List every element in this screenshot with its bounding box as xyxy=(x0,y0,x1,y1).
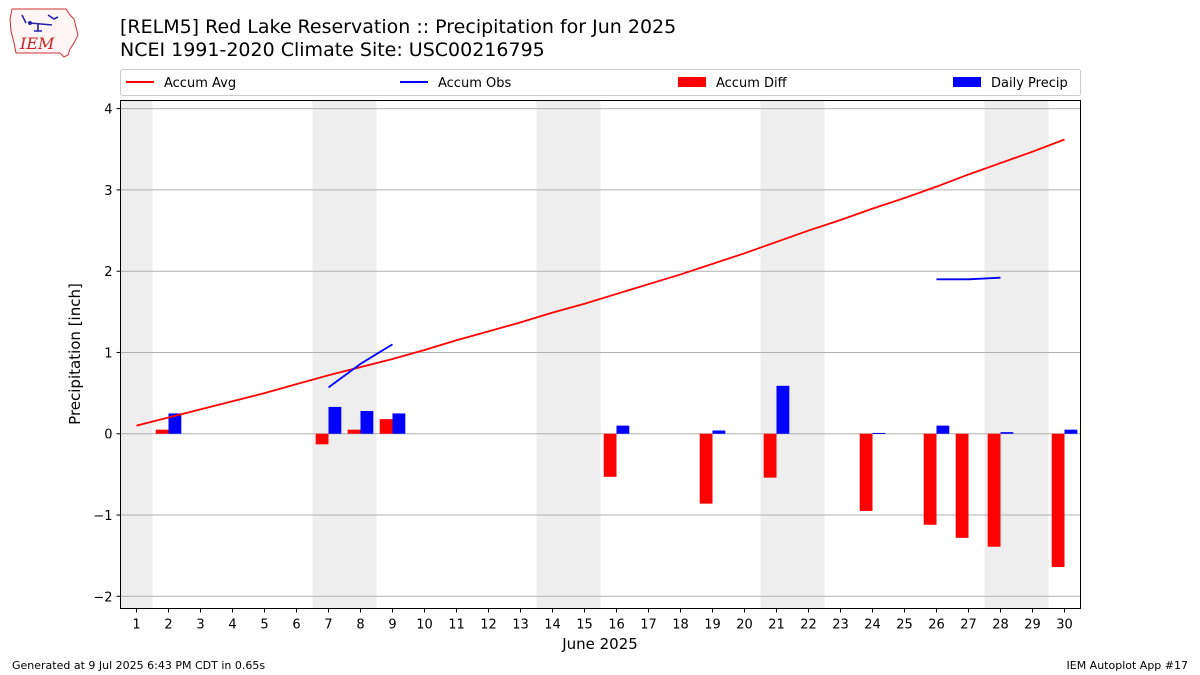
y-axis-ticks: −2 −1 0 1 2 3 4 xyxy=(93,103,121,605)
y-tick-label: 1 xyxy=(104,346,112,361)
x-tick-label: 21 xyxy=(768,618,785,633)
y-tick-label: 0 xyxy=(104,428,112,443)
accum-diff-bar xyxy=(859,433,873,511)
legend-swatch-accum-diff xyxy=(678,77,706,87)
x-tick-label: 19 xyxy=(704,618,721,633)
footer-generated-text: Generated at 9 Jul 2025 6:43 PM CDT in 0… xyxy=(12,659,266,672)
weekend-shade-day-21 xyxy=(760,100,793,609)
x-axis-label: June 2025 xyxy=(561,635,638,653)
legend-swatch-daily-precip xyxy=(953,77,981,87)
daily-precip-bar xyxy=(360,410,374,434)
weekend-shade-day-1 xyxy=(120,100,153,609)
accum-diff-bar xyxy=(603,433,617,477)
x-tick-label: 20 xyxy=(736,618,753,633)
legend-label-accum-diff: Accum Diff xyxy=(716,76,788,91)
weekend-shading xyxy=(120,100,1049,609)
y-tick-label: 3 xyxy=(104,184,112,199)
accum-diff-bar xyxy=(1051,433,1065,568)
x-tick-label: 14 xyxy=(544,618,561,633)
x-tick-label: 2 xyxy=(164,618,172,633)
y-axis-label: Precipitation [inch] xyxy=(66,283,84,425)
weekend-shade-day-22 xyxy=(792,100,825,609)
footer-app-text: IEM Autoplot App #17 xyxy=(1066,659,1189,672)
accum-diff-bar xyxy=(987,433,1001,547)
x-tick-label: 12 xyxy=(480,618,497,633)
plot-frame xyxy=(120,100,1081,609)
daily-precip-bar xyxy=(616,425,630,434)
x-tick-label: 9 xyxy=(388,618,396,633)
x-tick-label: 4 xyxy=(228,618,236,633)
weekend-shade-day-29 xyxy=(1016,100,1049,609)
accum-diff-bar xyxy=(923,433,937,525)
accum-obs-line xyxy=(936,276,1001,281)
weather-station-icon xyxy=(21,14,59,32)
daily-precip-bar xyxy=(1064,429,1078,434)
x-tick-label: 10 xyxy=(416,618,433,633)
line-series xyxy=(136,138,1065,427)
x-tick-label: 29 xyxy=(1024,618,1041,633)
accum-diff-bar xyxy=(347,429,361,434)
daily-precip-bar xyxy=(936,425,950,434)
x-tick-label: 7 xyxy=(324,618,332,633)
daily-precip-bar xyxy=(872,432,886,434)
legend-box xyxy=(120,69,1081,96)
daily-precip-bar xyxy=(1000,432,1014,434)
legend-label-accum-obs: Accum Obs xyxy=(438,76,511,91)
chart-title-line1: [RELM5] Red Lake Reservation :: Precipit… xyxy=(120,16,677,38)
x-tick-label: 18 xyxy=(672,618,689,633)
accum-diff-bar xyxy=(379,419,393,434)
x-tick-label: 24 xyxy=(864,618,881,633)
accum-diff-bar xyxy=(763,433,777,478)
iem-logo: IEM xyxy=(9,8,79,58)
accum-diff-bar xyxy=(955,433,969,538)
weekend-shade-day-15 xyxy=(568,100,601,609)
x-tick-label: 25 xyxy=(896,618,913,633)
legend: Accum Avg Accum Obs Accum Diff Daily Precip xyxy=(120,69,1081,96)
legend-label-accum-avg: Accum Avg xyxy=(164,76,236,91)
daily-precip-bar xyxy=(328,406,342,434)
x-tick-label: 15 xyxy=(576,618,593,633)
logo-text: IEM xyxy=(19,34,55,53)
accum-diff-bar xyxy=(315,433,329,445)
x-tick-label: 28 xyxy=(992,618,1009,633)
x-axis-ticks: 1 2 3 4 5 6 7 8 9 10 11 12 13 14 15 16 17 18 19 20 21 22 23 24 2… xyxy=(132,608,1073,633)
x-tick-label: 6 xyxy=(292,618,300,633)
accum-avg-line xyxy=(136,138,1065,427)
x-tick-label: 3 xyxy=(196,618,204,633)
x-tick-label: 17 xyxy=(640,618,657,633)
daily-precip-bar xyxy=(712,430,726,434)
bar-series xyxy=(155,385,1078,568)
x-tick-label: 11 xyxy=(448,618,465,633)
weekend-shade-day-8 xyxy=(344,100,377,609)
x-tick-label: 26 xyxy=(928,618,945,633)
x-tick-label: 13 xyxy=(512,618,529,633)
x-tick-label: 5 xyxy=(260,618,268,633)
accum-diff-bar xyxy=(699,433,713,504)
station-dot-icon xyxy=(28,21,32,25)
x-tick-label: 23 xyxy=(832,618,849,633)
x-tick-label: 1 xyxy=(132,618,140,633)
grid-lines xyxy=(120,108,1081,597)
weekend-shade-day-14 xyxy=(536,100,569,609)
x-tick-label: 30 xyxy=(1056,618,1073,633)
accum-obs-line xyxy=(327,343,393,389)
weekend-shade-day-7 xyxy=(312,100,345,609)
legend-label-daily-precip: Daily Precip xyxy=(991,76,1068,91)
daily-precip-bar xyxy=(392,413,406,434)
y-tick-label: 2 xyxy=(104,265,112,280)
y-tick-label: −2 xyxy=(93,590,112,605)
x-tick-label: 8 xyxy=(356,618,364,633)
chart-title-line2: NCEI 1991-2020 Climate Site: USC00216795 xyxy=(120,39,545,61)
x-tick-label: 16 xyxy=(608,618,625,633)
x-tick-label: 22 xyxy=(800,618,817,633)
x-tick-label: 27 xyxy=(960,618,977,633)
iowa-outline xyxy=(9,8,79,58)
daily-precip-bar xyxy=(168,413,182,434)
daily-precip-bar xyxy=(776,385,790,434)
accum-diff-bar xyxy=(155,429,169,434)
y-tick-label: −1 xyxy=(93,509,112,524)
y-tick-label: 4 xyxy=(104,103,112,118)
